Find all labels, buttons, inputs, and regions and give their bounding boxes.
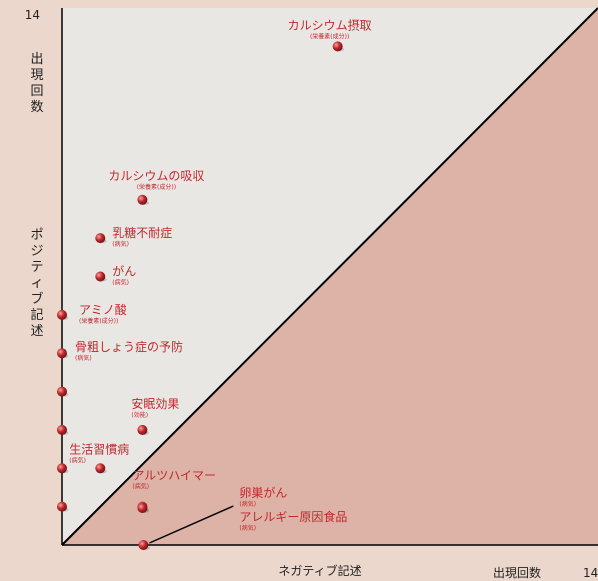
- point-category: (病気): [239, 500, 256, 508]
- point-category: (病気): [75, 354, 92, 362]
- data-point: [57, 309, 67, 320]
- x-count-label: 出現回数: [493, 565, 541, 580]
- data-point: [95, 271, 106, 282]
- point-label: カルシウム摂取: [288, 17, 372, 32]
- plot-background: [61, 7, 598, 546]
- point-label: カルシウムの吸収: [108, 169, 204, 183]
- data-point: [138, 540, 149, 550]
- point-label: 安眠効果: [131, 396, 179, 411]
- data-point: [95, 233, 106, 244]
- point-category: (栄養素(成分)): [79, 317, 118, 325]
- data-point: [137, 424, 148, 435]
- point-label: アレルギー原因食品: [239, 509, 347, 524]
- point-category: (効能): [131, 411, 148, 419]
- data-point: [137, 194, 148, 205]
- point-category: (病気): [239, 524, 256, 532]
- point-category: (病気): [112, 279, 129, 287]
- data-point: [57, 348, 67, 359]
- data-point: [57, 463, 67, 474]
- point-label: 乳糖不耐症: [112, 225, 172, 240]
- point-label: がん: [112, 264, 136, 279]
- data-point: [332, 41, 343, 52]
- point-label: 骨粗しょう症の予防: [75, 339, 183, 354]
- point-label: アミノ酸: [79, 302, 127, 317]
- point-category: (病気): [112, 240, 129, 248]
- diagonal-line: [61, 7, 598, 546]
- point-category: (病気): [69, 456, 86, 464]
- data-point: [137, 503, 148, 513]
- leader-line: [149, 505, 234, 544]
- x-max-tick: 14: [583, 566, 598, 580]
- point-category: (栄養素(成分)): [137, 183, 176, 191]
- point-category: (病気): [132, 483, 149, 491]
- data-point: [57, 424, 67, 435]
- point-label: 生活習慣病: [69, 441, 129, 456]
- data-point: [57, 501, 67, 512]
- point-category: (栄養素(成分)): [310, 32, 349, 40]
- x-axis-label: ネガティブ記述: [278, 563, 361, 578]
- data-points: カルシウム摂取(栄養素(成分))カルシウムの吸収(栄養素(成分))乳糖不耐症(病…: [57, 17, 372, 550]
- y-max-tick: 14: [25, 8, 40, 22]
- point-label: 卵巣がん: [239, 485, 287, 500]
- data-point: [57, 386, 67, 397]
- data-point: [95, 463, 106, 474]
- point-label: アルツハイマー: [132, 469, 216, 483]
- y-count-label: 出現回数: [30, 52, 44, 115]
- y-axis-label: ポジティブ記述: [30, 228, 44, 339]
